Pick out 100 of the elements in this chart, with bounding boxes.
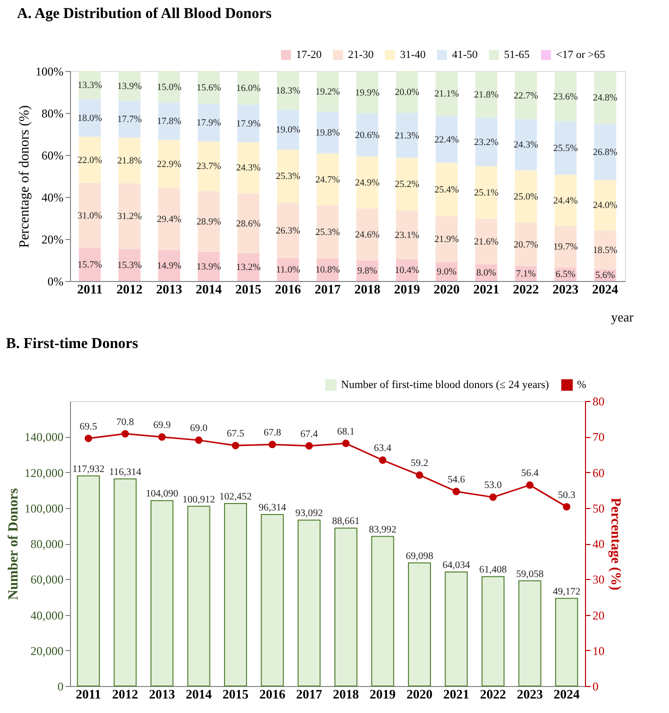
- data-label: 25.3%: [276, 172, 300, 182]
- x-tick-label: 2011: [77, 282, 102, 296]
- data-label: 16.0%: [236, 84, 261, 94]
- data-label: 17.9%: [236, 119, 261, 130]
- x-tick-label: 2016: [275, 282, 302, 296]
- data-label: 24.3%: [514, 140, 538, 151]
- data-label: 88,661: [332, 516, 360, 528]
- data-label: 20.7%: [514, 240, 538, 250]
- data-label: 59.2: [410, 458, 428, 470]
- data-label: 17.8%: [156, 117, 182, 128]
- x-tick-label: 2021: [473, 282, 500, 296]
- bar: [198, 141, 220, 192]
- y-tick-label: 140,000: [24, 430, 64, 444]
- data-label: 13.3%: [78, 80, 102, 91]
- bar: [436, 162, 458, 216]
- bar: [356, 71, 378, 114]
- data-label: 24.0%: [592, 201, 618, 212]
- x-tick-label: 2020: [434, 282, 460, 296]
- data-label: 29.4%: [156, 214, 182, 225]
- data-label: 24.9%: [355, 178, 380, 189]
- legend-label: 31-40: [400, 49, 426, 61]
- y2-tick-label: 30: [592, 572, 604, 587]
- bar: [334, 528, 358, 686]
- bar: [76, 475, 100, 686]
- data-label: 25.2%: [394, 180, 420, 190]
- data-label: 26.3%: [276, 226, 300, 236]
- data-label: 6.5%: [556, 270, 576, 280]
- data-label: 23.7%: [196, 162, 222, 172]
- bar: [514, 119, 537, 170]
- x-tick-label: 2019: [394, 282, 420, 296]
- data-label: 8.0%: [476, 268, 496, 279]
- y-tick-label: 20%: [42, 232, 64, 246]
- bar: [594, 180, 616, 230]
- data-label: 18.3%: [276, 86, 300, 96]
- bar: [554, 121, 577, 175]
- data-label: 10.4%: [394, 266, 420, 276]
- bar: [237, 104, 260, 142]
- legend-label: %: [577, 379, 586, 391]
- data-label: 93,092: [295, 508, 323, 520]
- data-label: 56.4: [521, 468, 539, 480]
- data-label: 31.2%: [117, 212, 142, 222]
- data-label: 61,408: [479, 564, 507, 576]
- bar: [555, 598, 578, 686]
- bar: [237, 193, 260, 254]
- x-tick-label: 2024: [554, 686, 580, 702]
- x-tick-label: 2019: [370, 686, 396, 702]
- x-tick-label: 2015: [222, 686, 250, 702]
- data-label: 19.0%: [276, 126, 300, 136]
- bar: [396, 158, 418, 211]
- point: [416, 471, 424, 479]
- x-tick-label: 2015: [235, 282, 262, 296]
- x-tick-label: 2023: [516, 686, 544, 702]
- bar: [158, 250, 180, 281]
- bar: [396, 71, 418, 113]
- point: [121, 430, 129, 438]
- point: [195, 436, 202, 444]
- data-label: 25.1%: [474, 188, 499, 198]
- data-label: 22.7%: [514, 91, 538, 102]
- point: [562, 503, 570, 511]
- x-tick-label: 2017: [296, 686, 323, 702]
- data-label: 5.6%: [595, 271, 616, 282]
- point: [342, 440, 350, 448]
- data-label: 67.8: [264, 427, 282, 438]
- data-label: 21.8%: [117, 156, 142, 166]
- chart-title: B. First-time Donors: [6, 336, 138, 352]
- x-tick-label: 2024: [592, 282, 619, 296]
- data-label: 28.9%: [196, 217, 222, 228]
- x-tick-label: 2014: [186, 686, 212, 702]
- y2-tick-label: 40: [592, 537, 604, 551]
- y2-tick-label: 60: [592, 466, 604, 480]
- bar: [298, 520, 321, 686]
- data-label: 15.7%: [78, 260, 102, 271]
- bar: [396, 210, 418, 260]
- bar: [158, 140, 180, 188]
- data-label: 21.8%: [474, 90, 499, 101]
- data-label: 83,992: [368, 524, 396, 536]
- data-label: 19.9%: [355, 88, 380, 98]
- x-tick-label: 2021: [443, 686, 470, 702]
- data-label: 21.9%: [434, 235, 459, 246]
- data-label: 26.8%: [592, 148, 618, 158]
- legend-label: 41-50: [452, 49, 478, 61]
- bar: [518, 580, 542, 686]
- data-label: 7.1%: [516, 270, 536, 280]
- data-label: 25.3%: [315, 228, 340, 238]
- bar: [371, 536, 394, 686]
- x-tick-label: 2022: [480, 686, 506, 702]
- data-label: 14.9%: [156, 261, 182, 272]
- bar: [158, 102, 180, 140]
- chart-title: A. Age Distribution of All Blood Donors: [17, 6, 272, 22]
- bar: [114, 478, 137, 686]
- y2-tick-label: 50: [592, 501, 604, 516]
- legend-label: <17 or >65: [556, 49, 606, 61]
- data-label: 22.4%: [434, 135, 459, 146]
- point: [489, 493, 497, 501]
- x-tick-label: 2016: [259, 686, 286, 702]
- data-label: 21.1%: [434, 90, 459, 100]
- bar: [356, 113, 378, 156]
- data-label: 15.6%: [196, 83, 222, 94]
- data-label: 50.3: [558, 490, 576, 501]
- data-label: 67.4: [300, 428, 318, 440]
